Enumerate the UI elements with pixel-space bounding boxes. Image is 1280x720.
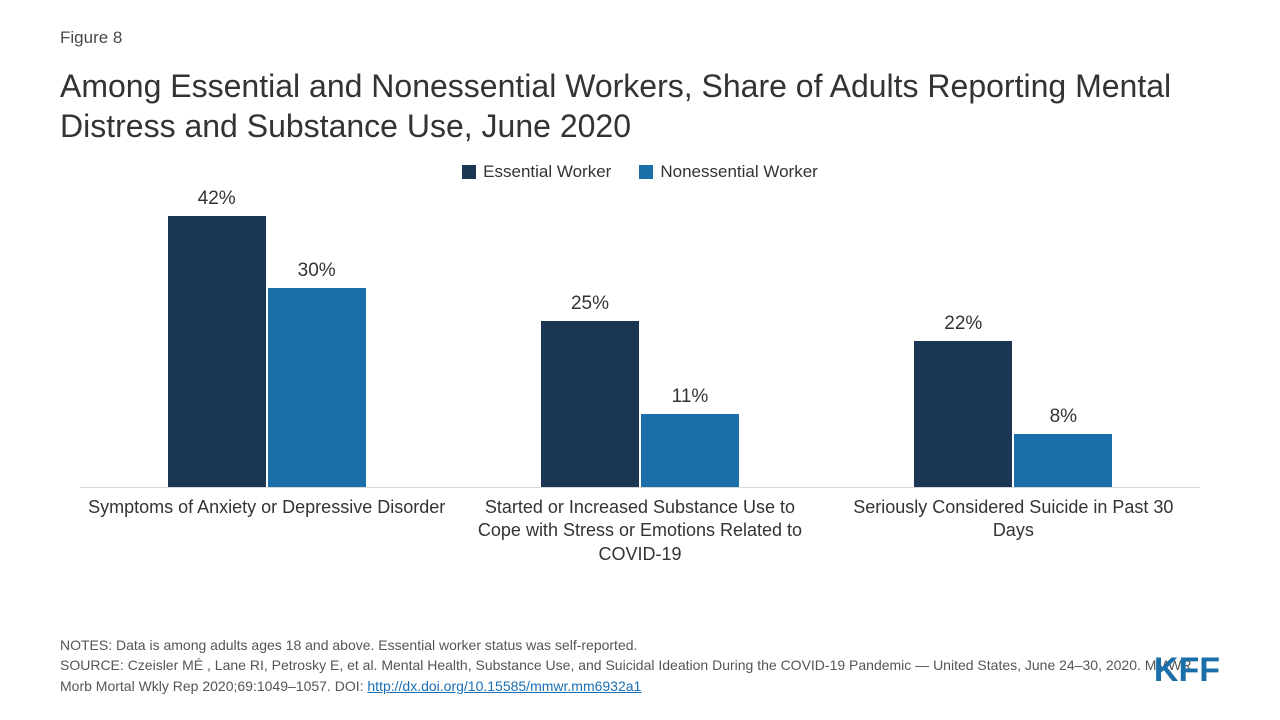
x-axis-label: Started or Increased Substance Use to Co…: [453, 496, 826, 566]
bar-wrap: 11%: [641, 188, 739, 487]
legend-label: Nonessential Worker: [660, 162, 817, 182]
legend-item: Essential Worker: [462, 162, 611, 182]
bar-value-label: 30%: [298, 260, 336, 282]
bar-wrap: 25%: [541, 188, 639, 487]
bar: [168, 216, 266, 487]
bar-value-label: 11%: [672, 386, 709, 408]
bar-value-label: 22%: [944, 313, 982, 335]
figure-label: Figure 8: [60, 28, 1220, 48]
kff-logo: KFF: [1154, 651, 1220, 690]
chart-title: Among Essential and Nonessential Workers…: [60, 66, 1220, 146]
bar: [914, 341, 1012, 487]
legend-swatch: [462, 165, 476, 179]
legend: Essential Worker Nonessential Worker: [60, 162, 1220, 182]
bar-value-label: 8%: [1050, 406, 1077, 428]
bar-value-label: 42%: [198, 188, 236, 210]
bar-wrap: 30%: [268, 188, 366, 487]
legend-label: Essential Worker: [483, 162, 611, 182]
bar: [268, 288, 366, 487]
notes-label: NOTES:: [60, 637, 116, 653]
legend-item: Nonessential Worker: [639, 162, 817, 182]
legend-swatch: [639, 165, 653, 179]
bar: [1014, 434, 1112, 487]
bar-value-label: 25%: [571, 293, 609, 315]
bar-wrap: 8%: [1014, 188, 1112, 487]
bar: [641, 414, 739, 487]
footer-notes: NOTES: Data is among adults ages 18 and …: [60, 635, 1220, 696]
source-link[interactable]: http://dx.doi.org/10.15585/mmwr.mm6932a1: [367, 678, 641, 694]
bar-group: 42% 30%: [80, 188, 453, 487]
bar: [541, 321, 639, 487]
x-axis-labels: Symptoms of Anxiety or Depressive Disord…: [80, 496, 1200, 566]
bar-group: 22% 8%: [827, 188, 1200, 487]
x-axis-label: Seriously Considered Suicide in Past 30 …: [827, 496, 1200, 566]
x-axis-label: Symptoms of Anxiety or Depressive Disord…: [80, 496, 453, 566]
bar-group: 25% 11%: [453, 188, 826, 487]
chart-area: 42% 30% 25% 11% 22% 8%: [80, 188, 1200, 488]
source-label: SOURCE:: [60, 657, 128, 673]
notes-text: Data is among adults ages 18 and above. …: [116, 637, 637, 653]
bar-wrap: 42%: [168, 188, 266, 487]
bar-wrap: 22%: [914, 188, 1012, 487]
